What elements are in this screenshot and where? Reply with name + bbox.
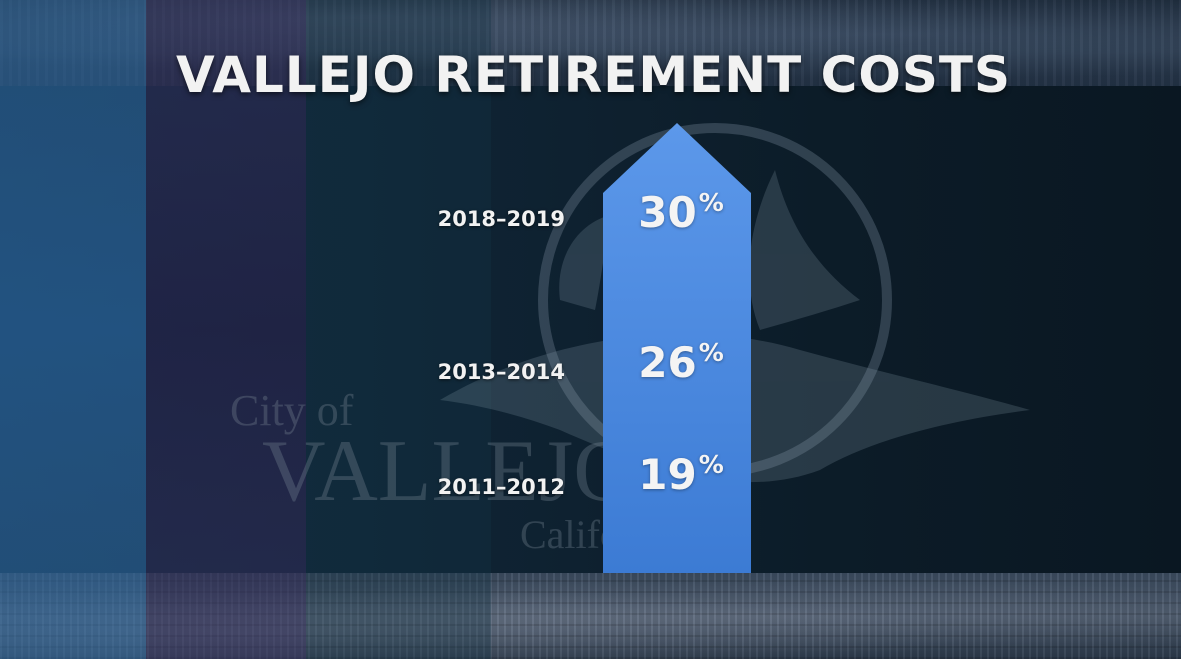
value-percent-sign: % xyxy=(698,450,724,479)
period-label-2013-2014: 2013–2014 xyxy=(437,360,565,384)
value-percent-sign: % xyxy=(698,338,724,367)
value-percent-sign: % xyxy=(698,188,724,217)
value-number: 26 xyxy=(638,338,697,387)
value-2013-2014: 26% xyxy=(606,338,756,387)
value-2011-2012: 19% xyxy=(606,450,756,499)
page-title: VALLEJO RETIREMENT COSTS xyxy=(175,46,1011,104)
value-number: 30 xyxy=(638,188,697,237)
period-label-2018-2019: 2018–2019 xyxy=(437,207,565,231)
teal-stripe xyxy=(306,0,491,659)
period-label-2011-2012: 2011–2012 xyxy=(437,475,565,499)
value-number: 19 xyxy=(638,450,697,499)
blue-stripe xyxy=(0,0,146,659)
purple-stripe xyxy=(146,0,306,659)
value-2018-2019: 30% xyxy=(606,188,756,237)
